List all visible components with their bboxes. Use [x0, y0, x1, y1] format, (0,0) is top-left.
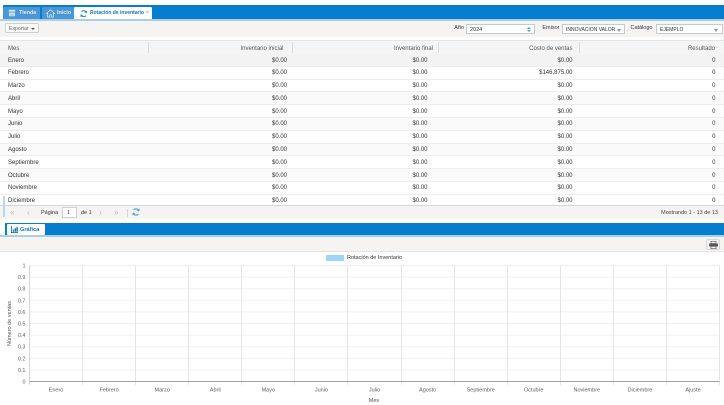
svg-text:Julio: Julio [369, 387, 380, 393]
svg-text:0: 0 [22, 380, 25, 386]
svg-text:Diciembre: Diciembre [628, 387, 653, 393]
svg-text:Número de ventas: Número de ventas [7, 301, 13, 346]
svg-text:Febrero: Febrero [99, 387, 118, 393]
svg-text:Junio: Junio [315, 387, 328, 393]
svg-text:0.6: 0.6 [18, 310, 26, 316]
svg-text:Marzo: Marzo [155, 387, 170, 393]
svg-text:0.5: 0.5 [18, 322, 26, 328]
svg-text:0.2: 0.2 [18, 356, 26, 362]
svg-text:Mayo: Mayo [262, 387, 275, 393]
svg-text:0.9: 0.9 [18, 275, 26, 281]
svg-text:0.3: 0.3 [18, 345, 26, 351]
svg-text:Mes: Mes [369, 398, 380, 404]
svg-text:Enero: Enero [49, 387, 64, 393]
svg-text:Septiembre: Septiembre [467, 387, 495, 393]
svg-text:0.7: 0.7 [18, 298, 26, 304]
svg-text:Agosto: Agosto [419, 387, 436, 393]
svg-text:Ajuste: Ajuste [685, 387, 700, 393]
svg-text:Octubre: Octubre [524, 387, 544, 393]
svg-text:Noviembre: Noviembre [574, 387, 601, 393]
svg-text:0.1: 0.1 [18, 368, 26, 374]
svg-text:0.8: 0.8 [18, 287, 26, 293]
svg-text:1: 1 [22, 264, 25, 270]
svg-text:Abril: Abril [210, 387, 221, 393]
svg-text:0.4: 0.4 [18, 333, 26, 339]
